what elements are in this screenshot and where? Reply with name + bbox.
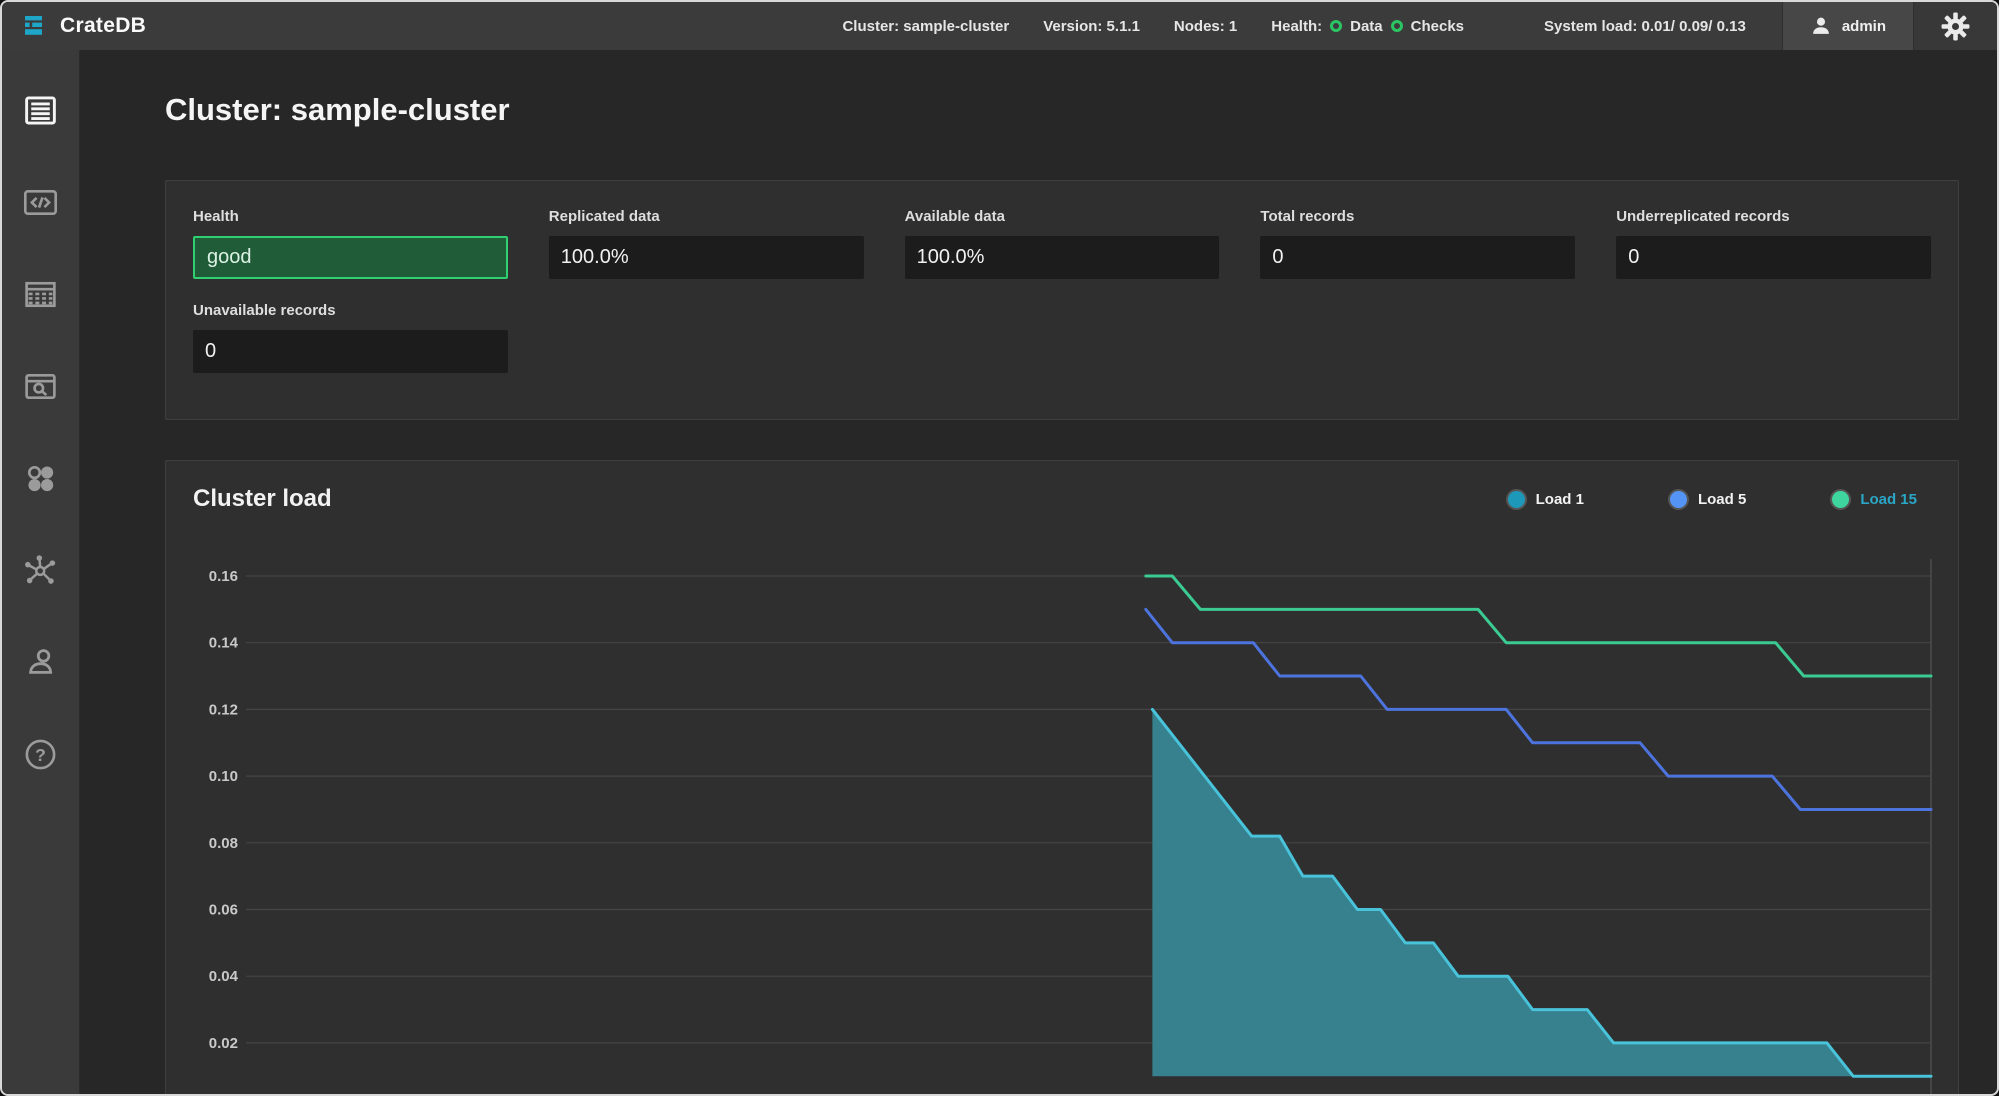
- stat-health: Health: Data Checks: [1271, 18, 1464, 35]
- health-data-status-icon: [1330, 20, 1343, 32]
- total-records-input[interactable]: 0: [1260, 236, 1576, 279]
- underreplicated-records-input[interactable]: 0: [1616, 236, 1931, 279]
- svg-text:0.10: 0.10: [209, 768, 238, 785]
- field-label: Available data: [904, 208, 1005, 225]
- top-header: CrateDB Cluster: sample-cluster Version:…: [2, 2, 1997, 50]
- field-available-data: Available data 100.0%: [904, 208, 1220, 279]
- stat-version: Version: 5.1.1: [1043, 17, 1140, 35]
- tables-icon: [25, 281, 56, 307]
- available-data-input[interactable]: 100.0%: [904, 236, 1220, 279]
- legend-label-load5: Load 5: [1697, 490, 1747, 508]
- svg-text:0.14: 0.14: [209, 635, 239, 652]
- health-checks-label: Checks: [1410, 17, 1465, 35]
- legend-label-load15: Load 15: [1860, 490, 1917, 508]
- brand-logo[interactable]: CrateDB: [24, 13, 146, 39]
- brand-name: CrateDB: [60, 14, 147, 37]
- field-unavailable-records: Unavailable records 0: [193, 302, 508, 373]
- legend-item[interactable]: Load 5: [1669, 490, 1747, 508]
- field-label: Unavailable records: [193, 302, 336, 319]
- sidebar-item-sql-console[interactable]: [2, 156, 80, 248]
- field-health: Health good: [193, 208, 508, 279]
- svg-text:0.04: 0.04: [209, 968, 239, 985]
- page-title: Cluster: sample-cluster: [165, 92, 510, 127]
- sidebar-item-cluster[interactable]: [2, 524, 80, 616]
- chart-title: Cluster load: [193, 485, 332, 512]
- stat-cluster: Cluster: sample-cluster: [842, 17, 1010, 35]
- cluster-health-panel: Health good Replicated data 100.0% Avail…: [165, 180, 1959, 420]
- chart-legend: Load 1 Load 5 Load 15: [1507, 490, 1917, 508]
- svg-text:0.12: 0.12: [209, 701, 238, 718]
- field-underreplicated-records: Underreplicated records 0: [1616, 208, 1931, 279]
- legend-dot-load1: [1507, 490, 1525, 508]
- svg-text:?: ?: [35, 744, 46, 764]
- health-value-input[interactable]: good: [193, 236, 508, 279]
- help-icon: ?: [25, 739, 56, 769]
- cluster-nodes-icon: [25, 554, 56, 584]
- svg-text:0.16: 0.16: [209, 568, 238, 585]
- legend-dot-load5: [1669, 490, 1687, 508]
- sidebar-item-shards[interactable]: [2, 432, 80, 524]
- sidebar-item-help[interactable]: ?: [2, 708, 80, 800]
- cluster-stats: Cluster: sample-cluster Version: 5.1.1 N…: [842, 18, 1745, 35]
- shards-icon: [27, 465, 54, 491]
- health-checks-status-icon: [1390, 20, 1403, 32]
- person-icon: [29, 648, 53, 674]
- legend-item[interactable]: Load 1: [1507, 490, 1584, 508]
- user-menu[interactable]: admin: [1781, 2, 1914, 50]
- cratedb-logo-icon: [25, 16, 42, 35]
- cluster-load-chart: 0.16 0.14 0.12 0.10 0.08 0.06 0.04 0.02: [209, 559, 1933, 1094]
- field-label: Replicated data: [548, 208, 660, 225]
- sidebar-item-overview[interactable]: [2, 64, 80, 156]
- replicated-data-input[interactable]: 100.0%: [548, 236, 864, 279]
- svg-text:0.08: 0.08: [209, 835, 238, 852]
- unavailable-records-input[interactable]: 0: [193, 330, 508, 373]
- chart-header: Cluster load Load 1 Load 5 Load 15: [166, 461, 1958, 513]
- stat-system-load: System load: 0.01/ 0.09/ 0.13: [1544, 17, 1746, 35]
- field-label: Health: [193, 208, 239, 225]
- cluster-load-panel: Cluster load Load 1 Load 5 Load 15 0.16 0…: [165, 460, 1959, 1094]
- legend-item[interactable]: Load 15: [1832, 490, 1917, 508]
- sidebar-item-privileges[interactable]: [2, 616, 80, 708]
- settings-button[interactable]: [1914, 2, 1997, 50]
- sidebar-nav: ?: [2, 50, 80, 1094]
- console-icon: [23, 189, 58, 215]
- field-total-records: Total records 0: [1260, 208, 1576, 279]
- field-label: Underreplicated records: [1616, 208, 1790, 225]
- field-label: Total records: [1260, 208, 1355, 225]
- user-icon: [1812, 17, 1829, 34]
- legend-dot-load15: [1832, 490, 1850, 508]
- stat-nodes: Nodes: 1: [1173, 17, 1238, 35]
- overview-icon: [25, 95, 56, 125]
- health-data-label: Data: [1350, 17, 1383, 35]
- user-name: admin: [1841, 17, 1886, 35]
- svg-text:0.02: 0.02: [209, 1035, 238, 1052]
- legend-label-load1: Load 1: [1535, 490, 1584, 508]
- browser-search-icon: [25, 373, 56, 399]
- svg-text:0.06: 0.06: [209, 902, 238, 919]
- sidebar-item-views[interactable]: [2, 340, 80, 432]
- field-replicated-data: Replicated data 100.0%: [548, 208, 864, 279]
- health-label: Health:: [1271, 17, 1323, 35]
- gear-icon: [1941, 12, 1970, 40]
- sidebar-item-tables[interactable]: [2, 248, 80, 340]
